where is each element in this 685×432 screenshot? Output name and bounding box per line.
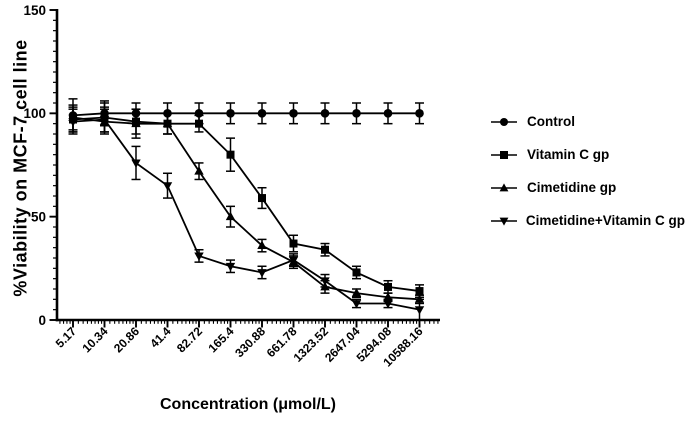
series-line <box>72 118 420 311</box>
legend-label: Vitamin C gp <box>527 147 610 162</box>
data-point-marker <box>351 288 362 297</box>
legend-item-cimetidine-gp: Cimetidine gp <box>490 171 685 204</box>
data-point-marker <box>414 294 425 303</box>
data-point-marker <box>415 287 424 296</box>
data-point-marker <box>194 166 204 175</box>
data-point-marker <box>384 282 392 291</box>
legend-triangle-up-icon <box>491 182 517 191</box>
data-point-marker <box>226 109 235 118</box>
legend: Control Vitamin C gp Cimetidine gp Cimetidi… <box>490 105 685 237</box>
legend-square-icon <box>491 150 517 159</box>
legend-label: Cimetidine+Vitamin C gp <box>525 213 685 228</box>
data-point-marker <box>321 245 329 254</box>
data-point-marker <box>225 262 236 272</box>
series-line <box>72 112 420 117</box>
data-point-marker <box>289 109 298 118</box>
x-tick-label-group: 82.72 <box>174 324 205 355</box>
data-point-marker <box>162 118 173 128</box>
data-point-marker <box>226 150 235 159</box>
data-point-marker <box>351 300 362 309</box>
x-tick-label: 5.17 <box>53 324 80 351</box>
y-tick-label: 50 <box>31 210 46 225</box>
series-line <box>72 116 420 292</box>
data-point-marker <box>225 211 236 221</box>
x-tick-label-group: 20.86 <box>111 324 142 355</box>
x-tick-label: 10.34 <box>79 324 110 355</box>
x-tick-label: 20.86 <box>111 324 142 355</box>
legend-item-vitamin-c-gp: Vitamin C gp <box>490 138 685 171</box>
y-tick-label: 150 <box>23 3 46 18</box>
series-cimetidine-vitamin-c-gp <box>68 106 425 321</box>
x-tick-label-group: 330.88 <box>232 324 268 360</box>
legend-item-cimetidine-vitamin-c-gp: Cimetidine+Vitamin C gp <box>490 204 685 237</box>
data-point-marker <box>415 109 424 118</box>
y-axis-title: %Viability on MCF-7 cell line <box>10 39 31 297</box>
y-tick-label: 100 <box>23 106 46 121</box>
series-control <box>68 98 424 133</box>
legend-triangle-down-icon <box>491 217 517 226</box>
x-tick-label-group: 10.34 <box>79 324 110 355</box>
data-point-marker <box>162 182 173 191</box>
series-cimetidine-gp <box>68 104 425 305</box>
data-point-marker <box>288 256 299 266</box>
data-point-marker <box>383 109 393 118</box>
x-tick-label: 82.72 <box>174 324 205 355</box>
legend-label: Cimetidine gp <box>527 180 617 195</box>
data-point-marker <box>414 306 425 315</box>
data-point-marker <box>258 194 266 203</box>
data-point-marker <box>352 268 361 277</box>
data-point-marker <box>257 269 267 278</box>
legend-label: Control <box>527 114 575 129</box>
x-tick-label-group: 5.17 <box>53 324 80 351</box>
x-axis-title: Concentration (μmol/L) <box>160 396 336 413</box>
data-point-marker <box>68 118 78 127</box>
data-point-marker <box>195 119 203 128</box>
data-point-marker <box>257 240 267 249</box>
x-tick-label: 41.4 <box>147 324 174 351</box>
data-point-marker <box>352 109 361 118</box>
data-point-marker <box>99 116 110 125</box>
data-point-marker <box>131 118 141 128</box>
series-vitamin-c-gp <box>68 102 424 299</box>
data-point-marker <box>320 277 330 286</box>
data-point-marker <box>383 300 393 309</box>
legend-item-control: Control <box>490 105 685 138</box>
x-tick-label-group: 41.4 <box>147 324 174 351</box>
data-point-marker <box>194 252 204 261</box>
data-point-marker <box>383 292 393 301</box>
data-point-marker <box>289 239 298 248</box>
x-tick-label: 330.88 <box>232 324 268 360</box>
legend-circle-icon <box>491 117 517 126</box>
data-point-marker <box>257 109 267 118</box>
data-point-marker <box>131 159 141 168</box>
data-point-marker <box>320 109 330 118</box>
y-tick-label: 0 <box>38 313 46 328</box>
series-line <box>72 116 420 301</box>
